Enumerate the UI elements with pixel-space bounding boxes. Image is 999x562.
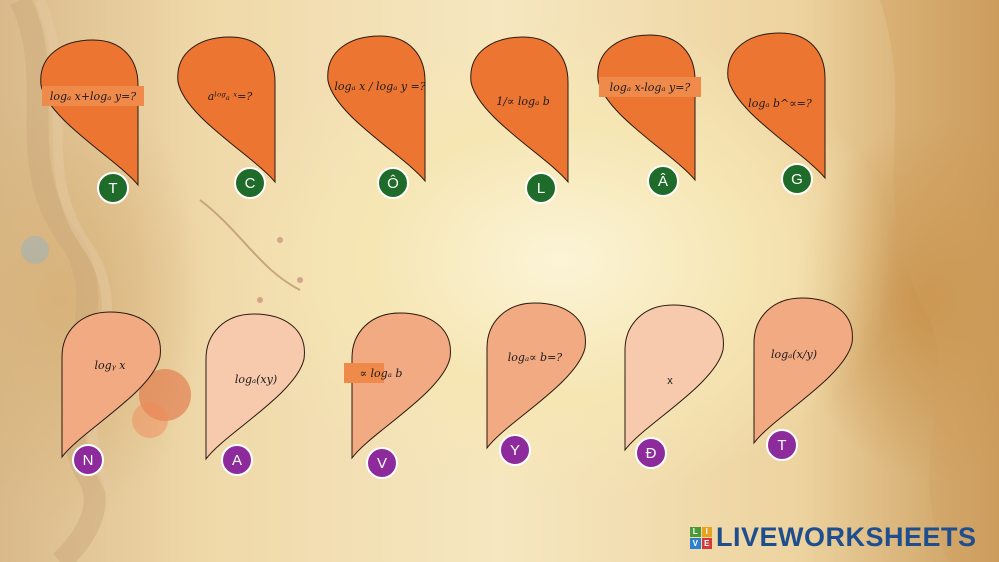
question-card[interactable]: aˡᵒᵍₐ ˣ=? (175, 36, 285, 187)
letter-badge[interactable]: Y (499, 434, 531, 466)
logo-letter: I (701, 526, 712, 537)
question-card[interactable]: logₐ x+logₐ y=? (38, 39, 148, 190)
letter-badge[interactable]: N (72, 444, 104, 476)
letter-badge[interactable]: Â (647, 165, 679, 197)
card-shape (351, 312, 451, 460)
card-shape (727, 32, 826, 180)
card-text: logₐ x / logₐ y =? (334, 80, 426, 93)
card-shape (205, 313, 305, 461)
card-tab (344, 363, 384, 383)
letter-badge[interactable]: V (366, 447, 398, 479)
card-text: logₐ x+logₐ y=? (49, 90, 137, 103)
letter-badge[interactable]: T (766, 429, 798, 461)
brand-logo-icon: L I V E (690, 526, 712, 549)
card-shape (624, 304, 724, 452)
card-shape (327, 35, 426, 183)
card-text: logₐ(x/y) (770, 348, 818, 361)
brand-name: LIVEWORKSHEETS (716, 522, 977, 552)
card-shape (177, 36, 276, 184)
card-shape (597, 34, 696, 182)
card-tab (42, 86, 144, 106)
letter-badge[interactable]: A (221, 444, 253, 476)
card-text: logₐ(xy) (234, 373, 278, 386)
card-shape (486, 302, 586, 450)
question-card[interactable]: logₐ b^∝=? (725, 32, 835, 183)
letter-badge[interactable]: T (97, 172, 129, 204)
card-text: ∝ logₐ b (359, 367, 403, 380)
card-text: 1/∝ logₐ b (496, 95, 550, 108)
card-shape (753, 297, 853, 445)
card-text: x (667, 375, 673, 387)
card-text: logₐ b^∝=? (748, 97, 812, 110)
logo-letter: E (701, 538, 712, 549)
card-shape (61, 311, 161, 459)
liveworksheets-logo[interactable]: L I V E LIVEWORKSHEETS (690, 522, 977, 553)
letter-badge[interactable]: Đ (635, 437, 667, 469)
answer-card[interactable]: logₐ∝ b=? (485, 302, 595, 453)
card-text: aˡᵒᵍₐ ˣ=? (207, 90, 253, 103)
answer-card[interactable]: ∝ logₐ b (344, 312, 460, 463)
letter-badge[interactable]: Ô (377, 167, 409, 199)
letter-badge[interactable]: L (525, 172, 557, 204)
card-text: logₐ∝ b=? (507, 351, 563, 364)
answer-card[interactable]: logᵧ x (60, 311, 170, 462)
letter-badge[interactable]: G (781, 163, 813, 195)
card-text: logᵧ x (94, 359, 126, 372)
card-text: logₐ x-logₐ y=? (609, 81, 691, 94)
letter-badge[interactable]: C (234, 167, 266, 199)
card-tab (599, 77, 701, 97)
question-card[interactable]: logₐ x / logₐ y =? (325, 35, 435, 186)
card-shape (40, 39, 139, 187)
answer-card[interactable]: x (623, 304, 733, 455)
question-card[interactable]: logₐ x-logₐ y=? (595, 34, 705, 185)
answer-card[interactable]: logₐ(xy) (204, 313, 314, 464)
logo-letter: L (690, 526, 701, 537)
card-shape (470, 36, 569, 184)
logo-letter: V (690, 538, 701, 549)
answer-card[interactable]: logₐ(x/y) (752, 297, 862, 448)
question-card[interactable]: 1/∝ logₐ b (468, 36, 578, 187)
